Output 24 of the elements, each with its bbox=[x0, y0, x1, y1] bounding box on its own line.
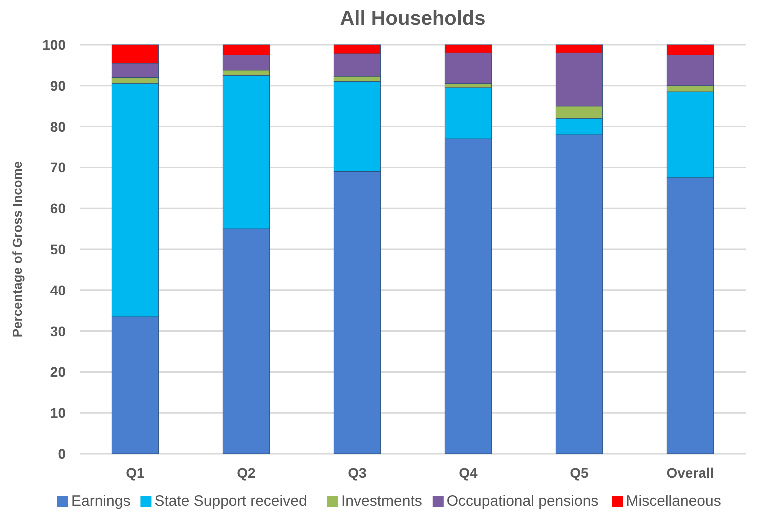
x-tick-label: Q5 bbox=[570, 465, 590, 481]
x-tick-label: Q2 bbox=[237, 465, 256, 481]
x-tick-label: Q1 bbox=[126, 465, 146, 481]
legend-label: State Support received bbox=[154, 493, 308, 510]
y-tick-label: 70 bbox=[50, 160, 66, 176]
y-tick-label: 40 bbox=[50, 282, 66, 298]
legend-label: Earnings bbox=[72, 493, 131, 510]
y-tick-label: 60 bbox=[50, 200, 66, 217]
chart-title: All Households bbox=[340, 8, 486, 30]
y-tick-label: 80 bbox=[50, 118, 66, 135]
y-tick-label: 0 bbox=[58, 446, 66, 462]
y-tick-label: 30 bbox=[50, 323, 66, 340]
y-tick-label: 50 bbox=[50, 242, 66, 258]
legend-label: Occupational pensions bbox=[446, 493, 599, 510]
y-axis-title: Percentage of Gross Income bbox=[10, 161, 25, 338]
y-tick-label: 20 bbox=[50, 364, 66, 380]
y-tick-label: 10 bbox=[50, 405, 66, 422]
y-tick-label: 100 bbox=[42, 37, 66, 53]
y-tick-label: 90 bbox=[50, 78, 66, 94]
x-tick-label: Q4 bbox=[459, 465, 478, 481]
x-tick-label: Q3 bbox=[348, 465, 368, 481]
x-tick-label: Overall bbox=[666, 465, 714, 481]
legend-label: Investments bbox=[342, 493, 422, 510]
legend-label: Miscellaneous bbox=[626, 493, 722, 510]
